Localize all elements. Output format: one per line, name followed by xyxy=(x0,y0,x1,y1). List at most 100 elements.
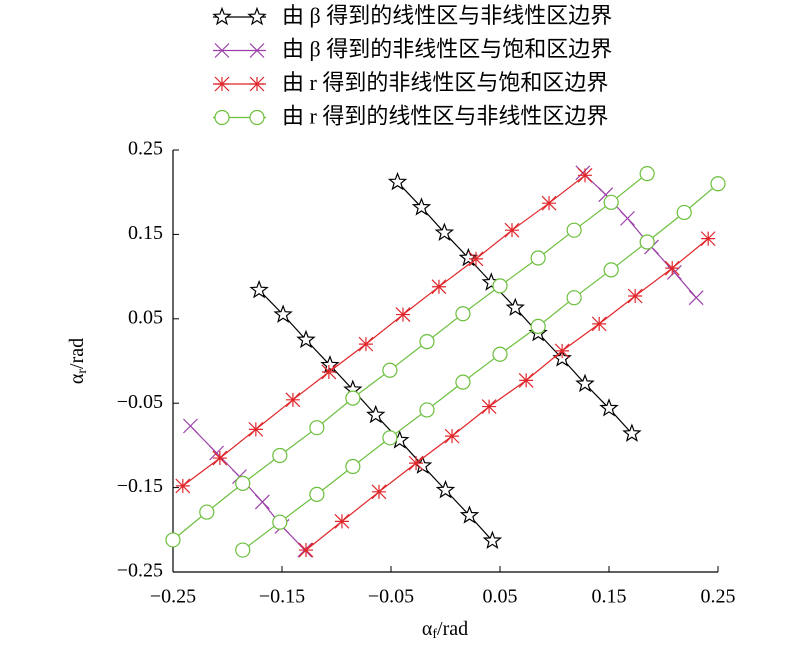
marker xyxy=(272,447,288,464)
y-tick-label: 0.25 xyxy=(128,138,163,160)
marker xyxy=(235,542,251,558)
y-tick-label: 0.05 xyxy=(128,306,163,328)
marker xyxy=(214,109,230,126)
marker xyxy=(395,307,411,323)
marker xyxy=(296,329,316,349)
marker xyxy=(505,297,525,317)
marker xyxy=(248,421,264,437)
x-tick-label: −0.05 xyxy=(368,586,414,608)
marker xyxy=(382,362,398,378)
marker xyxy=(710,176,726,192)
marker xyxy=(676,204,692,221)
marker xyxy=(622,423,642,442)
y-tick-label: −0.25 xyxy=(117,560,163,582)
marker xyxy=(577,167,593,183)
x-tick-label: −0.25 xyxy=(150,586,196,608)
marker xyxy=(214,43,230,58)
marker xyxy=(345,390,361,406)
x-tick-label: 0.25 xyxy=(701,586,736,608)
marker xyxy=(620,210,635,226)
legend-label: 由 β 得到的非线性区与饱和区边界 xyxy=(282,37,612,62)
marker xyxy=(664,260,680,276)
marker xyxy=(199,504,215,520)
marker xyxy=(345,458,361,475)
marker xyxy=(212,6,232,26)
marker xyxy=(175,478,191,494)
marker xyxy=(530,250,546,266)
x-tick-label: 0.15 xyxy=(592,586,627,608)
marker xyxy=(165,532,181,548)
y-tick-label: 0.15 xyxy=(128,222,163,244)
marker xyxy=(431,279,447,295)
legend-label: 由 β 得到的线性区与非线性区边界 xyxy=(282,3,612,28)
marker xyxy=(566,290,582,306)
series-line xyxy=(182,174,709,551)
marker xyxy=(366,404,386,424)
marker xyxy=(249,109,265,126)
legend-label: 由 r 得到的线性区与非线性区边界 xyxy=(282,104,608,129)
marker xyxy=(639,166,655,182)
marker xyxy=(434,222,455,241)
marker xyxy=(214,76,230,92)
marker xyxy=(566,222,582,238)
marker xyxy=(455,374,471,390)
marker xyxy=(458,247,479,267)
y-tick-label: −0.05 xyxy=(117,391,163,413)
marker xyxy=(459,505,480,524)
marker xyxy=(504,222,520,238)
marker xyxy=(444,428,460,444)
y-tick-label: −0.15 xyxy=(117,475,163,497)
marker xyxy=(530,318,546,334)
marker xyxy=(492,346,508,362)
marker xyxy=(387,171,408,191)
marker xyxy=(309,486,325,502)
y-axis-label: αr/rad xyxy=(66,338,91,384)
marker xyxy=(309,420,325,436)
marker xyxy=(492,278,508,294)
marker xyxy=(249,279,269,299)
marker xyxy=(249,76,265,92)
marker xyxy=(688,290,704,306)
marker xyxy=(285,392,301,408)
marker xyxy=(455,306,471,322)
x-tick-label: 0.05 xyxy=(483,586,518,608)
marker xyxy=(183,418,198,434)
marker xyxy=(320,355,340,374)
marker xyxy=(371,484,387,500)
marker xyxy=(254,494,270,510)
marker xyxy=(591,316,607,332)
marker xyxy=(334,513,350,529)
marker xyxy=(382,430,398,446)
marker xyxy=(541,195,557,211)
x-tick-label: −0.15 xyxy=(259,586,305,608)
marker xyxy=(468,251,484,267)
marker xyxy=(212,450,228,466)
marker xyxy=(419,333,435,350)
marker xyxy=(249,43,265,58)
marker xyxy=(700,231,716,247)
marker xyxy=(599,398,619,417)
marker xyxy=(235,475,251,491)
marker xyxy=(554,343,570,359)
marker xyxy=(298,542,314,558)
marker xyxy=(575,373,595,393)
marker xyxy=(411,197,432,216)
legend-label: 由 r 得到的非线性区与饱和区边界 xyxy=(282,70,608,95)
marker xyxy=(482,530,503,549)
marker xyxy=(358,336,374,352)
marker xyxy=(603,262,619,278)
marker xyxy=(435,479,456,499)
marker xyxy=(272,514,288,530)
marker xyxy=(419,402,435,418)
marker xyxy=(627,288,643,304)
marker xyxy=(639,234,655,250)
x-axis-label: αf/rad xyxy=(422,618,468,643)
marker xyxy=(273,304,293,323)
marker xyxy=(408,455,424,471)
marker xyxy=(666,264,682,280)
marker xyxy=(321,364,337,380)
marker xyxy=(603,194,619,210)
marker xyxy=(481,399,497,415)
